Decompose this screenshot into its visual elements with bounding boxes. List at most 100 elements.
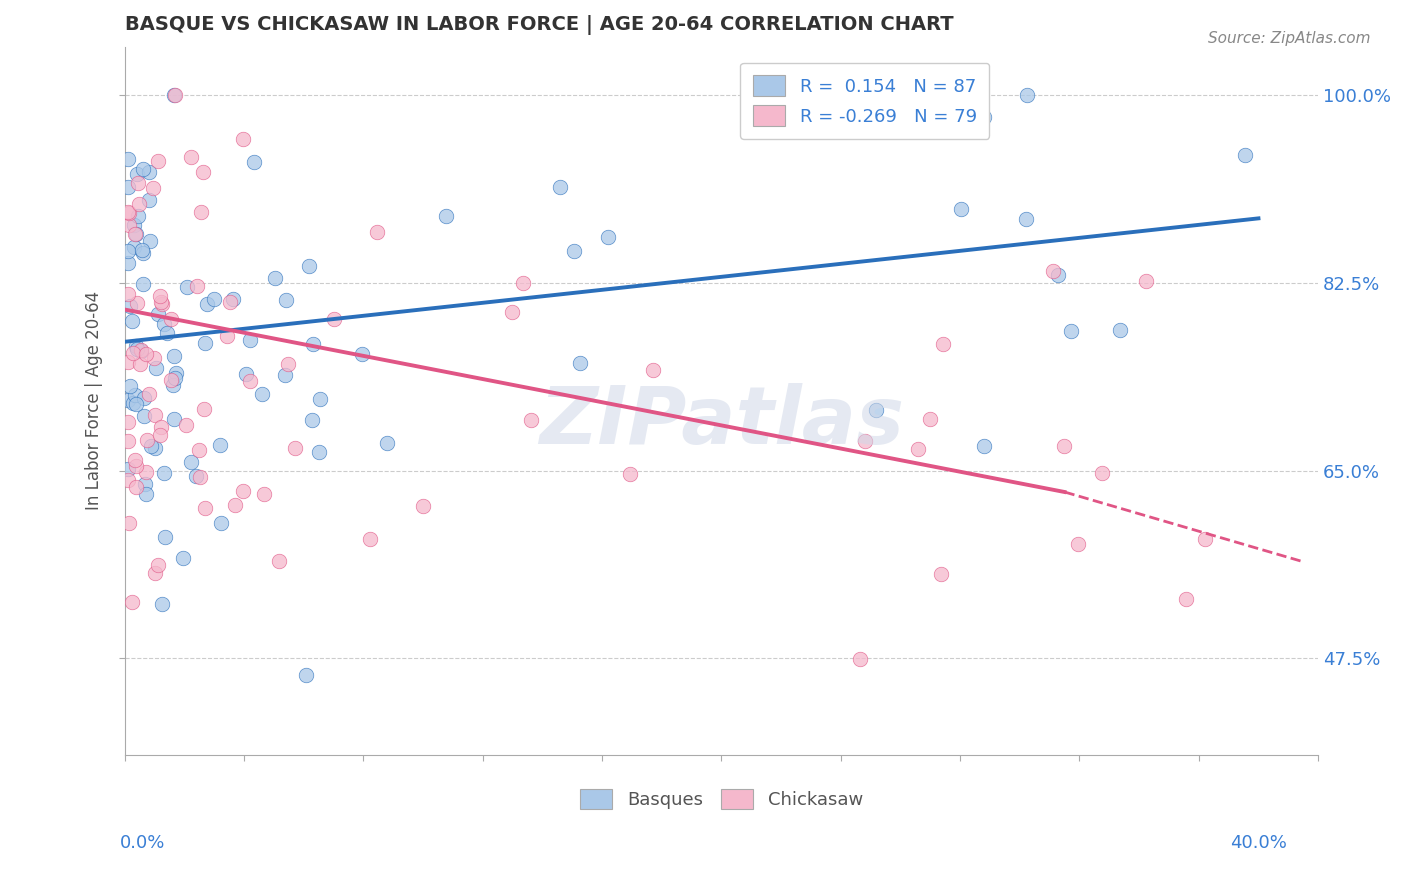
Point — [180, 455, 202, 469]
Point — [308, 392, 330, 406]
Point — [129, 357, 152, 371]
Point — [122, 218, 145, 232]
Point — [117, 180, 139, 194]
Point — [117, 434, 139, 449]
Point — [973, 110, 995, 124]
Point — [853, 434, 876, 449]
Point — [143, 441, 166, 455]
Point — [191, 164, 214, 178]
Point — [187, 442, 209, 457]
Point — [1108, 323, 1130, 337]
Legend: Basques, Chickasaw: Basques, Chickasaw — [572, 781, 870, 817]
Point — [208, 438, 231, 452]
Point — [224, 498, 246, 512]
Point — [121, 314, 143, 328]
Point — [129, 343, 152, 358]
Point — [149, 289, 172, 303]
Text: 0.0%: 0.0% — [120, 834, 165, 852]
Point — [163, 87, 186, 102]
Point — [150, 296, 173, 310]
Point — [138, 387, 160, 401]
Point — [186, 279, 208, 293]
Point — [217, 328, 239, 343]
Point — [222, 292, 245, 306]
Point — [153, 530, 176, 544]
Point — [127, 177, 149, 191]
Point — [120, 378, 142, 392]
Point — [117, 355, 139, 369]
Point — [190, 204, 212, 219]
Point — [973, 439, 995, 453]
Point — [269, 554, 291, 568]
Point — [932, 337, 955, 351]
Point — [235, 367, 257, 381]
Point — [184, 469, 207, 483]
Point — [146, 558, 169, 572]
Point — [141, 439, 163, 453]
Point — [1060, 324, 1083, 338]
Point — [156, 326, 179, 341]
Point — [520, 412, 543, 426]
Text: 40.0%: 40.0% — [1230, 834, 1286, 852]
Point — [849, 651, 872, 665]
Point — [1091, 466, 1114, 480]
Point — [163, 412, 186, 426]
Point — [350, 346, 373, 360]
Point — [122, 396, 145, 410]
Point — [562, 244, 585, 259]
Point — [359, 532, 381, 546]
Point — [568, 356, 591, 370]
Point — [512, 276, 534, 290]
Point — [301, 413, 323, 427]
Point — [135, 487, 157, 501]
Point — [1135, 274, 1157, 288]
Point — [160, 373, 183, 387]
Point — [132, 277, 155, 292]
Point — [322, 311, 344, 326]
Point — [145, 361, 167, 376]
Point — [308, 445, 330, 459]
Point — [118, 218, 141, 232]
Point — [239, 374, 262, 388]
Point — [121, 595, 143, 609]
Point — [131, 162, 153, 177]
Point — [117, 415, 139, 429]
Point — [149, 428, 172, 442]
Point — [202, 292, 225, 306]
Point — [950, 202, 973, 217]
Point — [172, 551, 194, 566]
Point — [165, 366, 187, 380]
Point — [174, 418, 197, 433]
Point — [277, 357, 299, 371]
Point — [242, 154, 264, 169]
Point — [1194, 532, 1216, 546]
Point — [783, 119, 806, 133]
Point — [117, 204, 139, 219]
Point — [1175, 591, 1198, 606]
Point — [929, 567, 952, 582]
Point — [193, 402, 215, 417]
Point — [232, 132, 254, 146]
Point — [152, 318, 174, 332]
Point — [124, 227, 146, 241]
Point — [1015, 212, 1038, 227]
Point — [194, 336, 217, 351]
Point — [250, 386, 273, 401]
Point — [122, 346, 145, 360]
Text: BASQUE VS CHICKASAW IN LABOR FORCE | AGE 20-64 CORRELATION CHART: BASQUE VS CHICKASAW IN LABOR FORCE | AGE… — [125, 15, 953, 35]
Point — [142, 351, 165, 365]
Point — [163, 87, 186, 102]
Point — [276, 293, 298, 308]
Point — [150, 295, 173, 310]
Point — [118, 299, 141, 313]
Point — [283, 442, 305, 456]
Y-axis label: In Labor Force | Age 20-64: In Labor Force | Age 20-64 — [86, 291, 103, 510]
Point — [295, 667, 318, 681]
Point — [131, 243, 153, 257]
Point — [117, 244, 139, 259]
Point — [209, 516, 232, 531]
Point — [143, 566, 166, 580]
Point — [117, 152, 139, 166]
Point — [122, 240, 145, 254]
Point — [1046, 268, 1069, 283]
